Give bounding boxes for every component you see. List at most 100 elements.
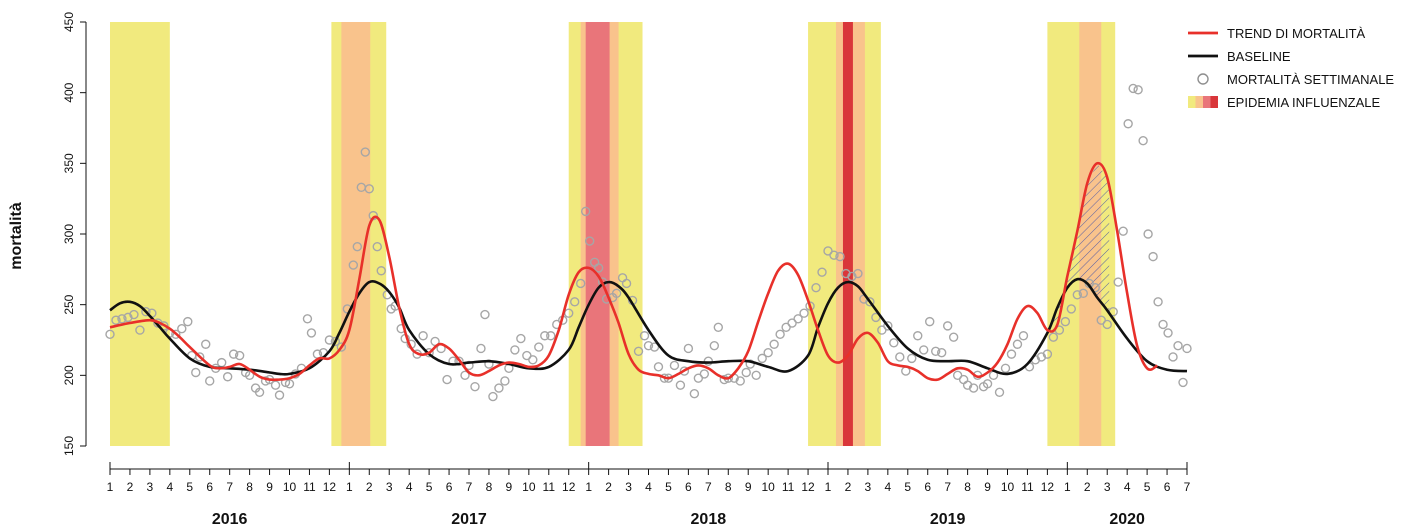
month-tick-label: 3	[865, 480, 872, 494]
month-tick-label: 1	[107, 480, 114, 494]
weekly-mortality-point	[703, 356, 714, 366]
year-label: 2018	[691, 511, 727, 528]
legend-circle-swatch	[1197, 73, 1209, 85]
weekly-mortality-point	[931, 346, 941, 357]
weekly-mortality-point	[907, 353, 917, 364]
legend-band-swatch	[1195, 96, 1203, 108]
legend-label: TREND DI MORTALITÀ	[1227, 26, 1366, 41]
weekly-mortality-point	[982, 379, 993, 389]
weekly-mortality-point	[883, 321, 893, 331]
epidemic-band-level-4	[585, 22, 610, 446]
weekly-mortality-point	[757, 353, 767, 364]
weekly-mortality-point	[1042, 349, 1053, 359]
weekly-mortality-point	[925, 316, 935, 327]
weekly-mortality-point	[216, 357, 227, 368]
month-tick-label: 12	[801, 480, 815, 494]
weekly-mortality-point	[621, 278, 632, 289]
weekly-mortality-point	[1133, 85, 1143, 95]
weekly-mortality-point	[1066, 304, 1077, 314]
weekly-mortality-point	[228, 349, 239, 359]
weekly-mortality-point	[270, 380, 281, 390]
month-tick-label: 11	[303, 480, 316, 494]
weekly-mortality-point	[913, 331, 923, 341]
month-tick-label: 10	[761, 480, 775, 494]
weekly-mortality-point	[222, 372, 233, 382]
y-tick-label: 300	[62, 224, 76, 244]
weekly-mortality-point	[460, 370, 470, 381]
x-axis: 1 2 3 4 5 6 7 8 9 10 11 12 1 2 3 4 5 6 7 8 9 10 11 12 1 2 3 4 5 6 7 8 9 1…	[107, 462, 1191, 528]
month-tick-label: 5	[665, 480, 672, 494]
weekly-mortality-point	[570, 297, 580, 307]
epidemic-band-level-1	[110, 22, 170, 446]
weekly-mortality-point	[177, 323, 187, 334]
weekly-mortality-point	[476, 343, 486, 354]
weekly-mortality-point	[260, 376, 271, 386]
y-axis: 150 200 250 300 350 400 450	[62, 12, 87, 456]
weekly-mortality-point	[306, 328, 317, 338]
weekly-mortality-point	[745, 359, 755, 369]
month-tick-label: 8	[964, 480, 971, 494]
month-tick-label: 1	[825, 480, 832, 494]
year-label: 2019	[930, 511, 966, 528]
weekly-mortality-point	[575, 278, 586, 289]
weekly-mortality-point	[649, 342, 660, 352]
month-tick-label: 10	[1001, 480, 1015, 494]
month-tick-label: 7	[226, 480, 233, 494]
y-tick-label: 250	[62, 294, 76, 314]
month-tick-label: 2	[366, 480, 373, 494]
weekly-mortality-point	[817, 267, 827, 277]
weekly-mortality-point	[865, 297, 875, 307]
weekly-mortality-point	[962, 380, 973, 390]
weekly-mortality-point	[1000, 363, 1011, 373]
weekly-mortality-point	[735, 376, 745, 386]
year-label: 2017	[451, 511, 487, 528]
weekly-mortality-point	[1018, 331, 1029, 341]
weekly-mortality-point	[763, 348, 773, 358]
weekly-mortality-point	[639, 331, 650, 341]
weekly-mortality-point	[1168, 352, 1178, 362]
weekly-mortality-point	[889, 338, 899, 348]
weekly-mortality-point	[675, 380, 686, 390]
weekly-mortality-point	[171, 329, 181, 340]
month-tick-label: 6	[206, 480, 213, 494]
month-tick-label: 7	[944, 480, 951, 494]
weekly-mortality-point	[1102, 319, 1112, 330]
weekly-mortality-point	[1078, 288, 1088, 299]
excess-mortality-hatch	[1049, 163, 1110, 329]
month-tick-label: 6	[446, 480, 453, 494]
month-tick-label: 3	[386, 480, 393, 494]
weekly-mortality-point	[835, 251, 845, 262]
month-tick-label: 1	[1064, 480, 1071, 494]
month-tick-label: 1	[346, 480, 353, 494]
weekly-mortality-point	[611, 288, 622, 299]
month-tick-label: 11	[1021, 480, 1034, 494]
weekly-mortality-point	[683, 343, 694, 354]
weekly-mortality-point	[244, 370, 255, 381]
weekly-mortality-point	[968, 383, 979, 393]
weekly-mortality-point	[418, 331, 428, 341]
weekly-mortality-points	[105, 83, 1192, 402]
weekly-mortality-point	[376, 266, 386, 276]
month-tick-label: 6	[924, 480, 931, 494]
weekly-mortality-point	[330, 336, 341, 347]
weekly-mortality-point	[254, 387, 265, 397]
weekly-mortality-point	[653, 362, 664, 372]
weekly-mortality-point	[1163, 328, 1173, 338]
weekly-mortality-point	[942, 321, 953, 331]
weekly-mortality-point	[689, 389, 700, 399]
month-tick-label: 5	[904, 480, 911, 494]
month-tick-label: 3	[147, 480, 154, 494]
weekly-mortality-point	[201, 339, 211, 349]
weekly-mortality-point	[679, 366, 690, 376]
weekly-mortality-point	[699, 369, 710, 379]
weekly-mortality-point	[1143, 229, 1153, 239]
month-tick-label: 8	[246, 480, 253, 494]
weekly-mortality-point	[1153, 297, 1163, 307]
legend: TREND DI MORTALITÀ BASELINE MORTALITÀ SETT…	[1188, 26, 1394, 110]
weekly-mortality-point	[284, 379, 295, 389]
weekly-mortality-point	[494, 383, 504, 393]
weekly-mortality-point	[769, 339, 779, 349]
weekly-mortality-point	[1072, 290, 1083, 300]
month-tick-label: 3	[1104, 480, 1111, 494]
